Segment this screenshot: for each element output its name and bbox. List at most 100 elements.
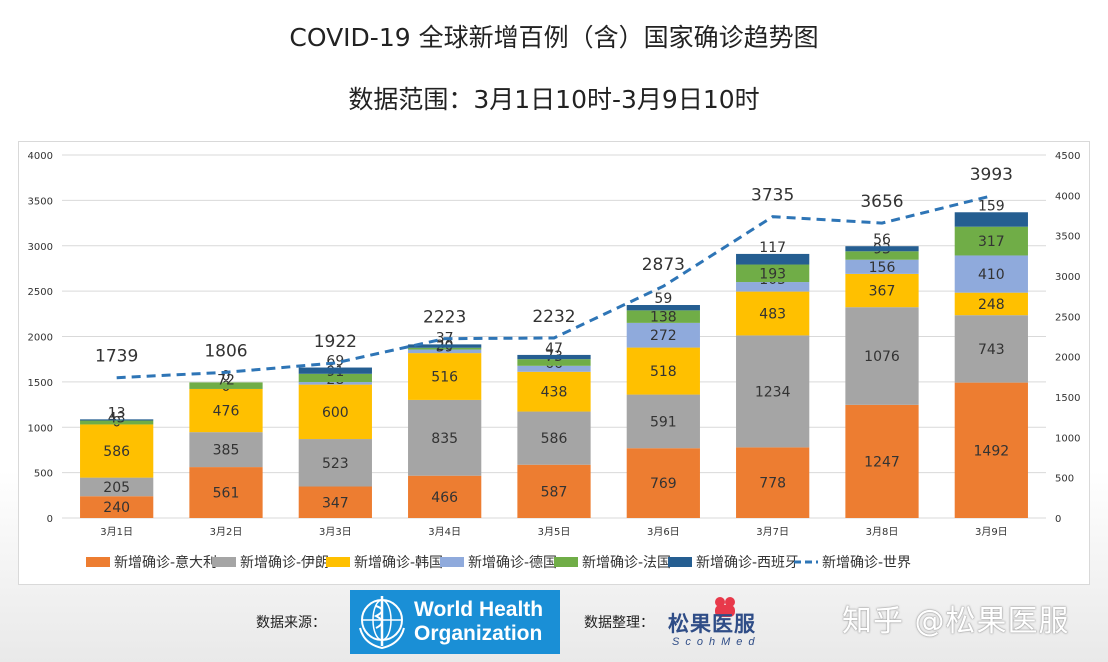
bar-data-label: 518	[650, 364, 677, 380]
bar-data-label: 317	[978, 234, 1005, 250]
line-data-label: 1806	[204, 341, 247, 361]
y-right-tick-label: 3500	[1055, 232, 1080, 243]
bar-data-label: 769	[650, 476, 677, 492]
x-tick-label: 3月7日	[756, 526, 789, 538]
line-data-label: 1922	[314, 332, 357, 352]
legend-label: 新增确诊-意大利	[114, 554, 217, 571]
bar-segment	[517, 365, 591, 372]
bar-data-label: 248	[978, 297, 1005, 313]
y-right-tick-label: 500	[1055, 474, 1074, 485]
legend-label: 新增确诊-世界	[822, 555, 911, 571]
x-tick-label: 3月6日	[647, 526, 680, 538]
bar-segment	[736, 253, 810, 265]
bar-data-label: 272	[650, 328, 677, 344]
bar-segment	[408, 399, 482, 476]
who-logo: World Health Organization	[350, 590, 560, 654]
y-left-tick-label: 2000	[28, 333, 53, 344]
bar-data-label: 205	[103, 480, 130, 496]
bar-segment	[517, 371, 591, 412]
who-emblem-icon	[359, 596, 405, 650]
source-label: 数据来源：	[256, 615, 326, 631]
x-tick-label: 3月1日	[100, 526, 133, 538]
bar-segment	[626, 394, 700, 449]
line-data-label: 3656	[860, 192, 903, 212]
bar-data-label: 56	[873, 232, 891, 248]
bar-data-label: 1234	[755, 384, 791, 400]
bar-data-label: 516	[431, 370, 458, 386]
bar-data-label: 13	[108, 405, 126, 421]
x-tick-label: 3月8日	[866, 526, 899, 538]
who-line2: Organization	[414, 622, 543, 645]
bar-segment	[189, 388, 263, 433]
bar-data-label: 586	[541, 431, 568, 447]
bar-segment	[408, 475, 482, 518]
bar-segment	[408, 344, 482, 348]
bar-data-label: 159	[978, 198, 1005, 214]
bar-segment	[954, 212, 1028, 227]
bar-segment	[517, 411, 591, 465]
legend-label: 新增确诊-西班牙	[696, 555, 799, 571]
legend-swatch	[212, 557, 236, 567]
bar-data-label: 385	[213, 443, 240, 459]
bar-segment	[80, 420, 154, 425]
y-left-tick-label: 3000	[28, 242, 53, 253]
bar-data-label: 1492	[974, 443, 1010, 459]
bar-segment	[189, 467, 263, 518]
y-right-tick-label: 4500	[1055, 151, 1080, 162]
bar-segment	[845, 251, 919, 260]
legend-label: 新增确诊-德国	[468, 555, 557, 571]
bar-segment	[736, 447, 810, 518]
y-left-tick-label: 1000	[28, 423, 53, 434]
y-left-tick-label: 3500	[28, 196, 53, 207]
bar-segment	[189, 432, 263, 468]
y-right-tick-label: 1500	[1055, 393, 1080, 404]
bar-data-label: 523	[322, 456, 349, 472]
bar-data-label: 483	[759, 306, 786, 322]
legend-swatch	[554, 557, 578, 567]
bar-segment	[954, 292, 1028, 316]
y-left-tick-label: 0	[47, 514, 53, 525]
bar-segment	[954, 315, 1028, 383]
x-tick-label: 3月5日	[538, 526, 571, 538]
bar-segment	[298, 439, 372, 487]
legend-label: 新增确诊-伊朗	[240, 555, 329, 571]
songguo-logo: 松果医服 ScohMed	[668, 594, 788, 654]
bar-segment	[626, 448, 700, 518]
line-data-label: 1739	[95, 347, 138, 367]
bar-data-label: 138	[650, 310, 677, 326]
bar-data-label: 476	[213, 404, 240, 420]
bar-segment	[408, 349, 482, 354]
bar-data-label: 0	[222, 368, 231, 384]
bar-data-label: 69	[326, 354, 344, 370]
y-right-tick-label: 2000	[1055, 353, 1080, 364]
bar-segment	[626, 322, 700, 348]
line-data-label: 2873	[642, 255, 685, 275]
bar-segment	[954, 226, 1028, 256]
bar-segment	[298, 382, 372, 385]
chart-panel: 0 500 1000 1500 2000 2500 3000 3500 4000 0 500 1000…	[18, 141, 1090, 585]
bar-data-label: 561	[213, 486, 240, 502]
line-data-label: 2232	[532, 307, 575, 327]
bar-segment	[736, 264, 810, 283]
compiler-label: 数据整理：	[584, 615, 654, 631]
bar-segment	[298, 486, 372, 518]
bar-segment	[298, 384, 372, 440]
bar-segment	[736, 282, 810, 292]
bar-segment	[189, 382, 263, 389]
zhihu-watermark: 知乎 @松果医服	[842, 604, 1070, 639]
bar-data-label: 117	[759, 240, 786, 256]
y-left-tick-label: 500	[34, 469, 53, 480]
bar-segment	[626, 347, 700, 395]
bar-data-label: 410	[978, 267, 1005, 283]
bar-data-label: 193	[759, 266, 786, 282]
world-trend-line	[116, 194, 992, 380]
bar-data-label: 591	[650, 414, 677, 430]
bar-data-label: 1076	[864, 349, 900, 365]
chart-title: COVID-19 全球新增百例（含）国家确诊趋势图	[289, 23, 819, 52]
y-right-tick-label: 1000	[1055, 433, 1080, 444]
bar-segment	[517, 359, 591, 366]
bar-data-label: 47	[545, 341, 563, 357]
bar-data-label: 59	[654, 291, 672, 307]
line-data-label: 3993	[970, 165, 1013, 185]
bar-segment	[298, 367, 372, 374]
